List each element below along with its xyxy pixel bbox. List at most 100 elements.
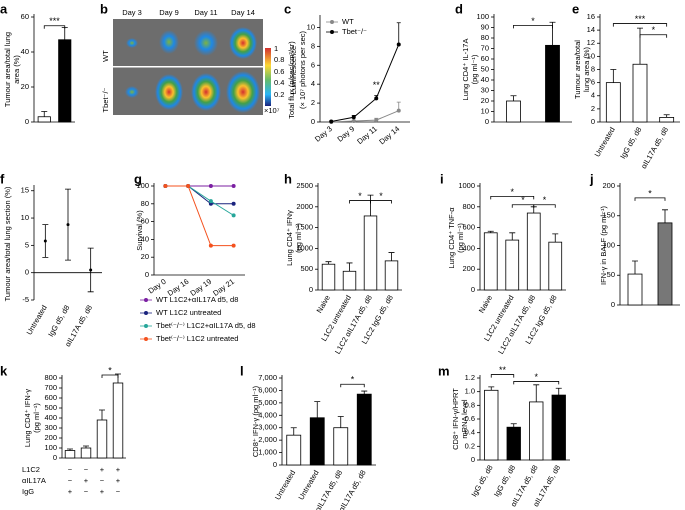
bracket	[612, 23, 668, 27]
bar	[551, 394, 566, 461]
point	[374, 118, 379, 123]
y-axis-label: mRNA level	[460, 399, 469, 439]
point	[351, 119, 356, 124]
point	[43, 239, 47, 243]
error-bar	[510, 95, 517, 101]
bar	[657, 222, 673, 306]
y-axis-label: Lung CD4⁺ IFNγ	[285, 210, 294, 266]
y-tick-label: 30	[481, 85, 489, 94]
y-tick-label: 10	[587, 51, 595, 60]
y-tick-label: 50	[481, 64, 489, 73]
bar	[484, 389, 499, 461]
y-tick-label: 1000	[458, 181, 475, 190]
point	[163, 184, 168, 188]
bracket	[639, 34, 668, 38]
y-axis-label: IFN-γ in BALF (pg ml⁻¹)	[599, 206, 608, 285]
panel-label: j	[589, 171, 594, 186]
legend-marker	[330, 20, 334, 24]
colorbar-tick: 0.4	[274, 78, 284, 87]
y-tick-label: 0	[273, 460, 277, 469]
legend-label: WT L1C2 untreated	[156, 308, 221, 317]
panel-label: l	[240, 363, 244, 378]
bar	[64, 450, 76, 459]
x-tick-label: IgG d5, d8	[469, 463, 494, 498]
y-axis-label: Tumour area/total lung	[3, 32, 12, 107]
y-axis-label: Survival (%)	[135, 210, 144, 251]
error-bar	[61, 27, 68, 40]
y-axis-label: (pg ml⁻¹)	[32, 403, 41, 433]
table-sign: +	[84, 476, 89, 485]
panel-label: b	[100, 1, 108, 16]
legend-marker	[144, 311, 148, 315]
panel-label: f	[0, 171, 5, 186]
error-bar	[396, 22, 401, 45]
x-tick-label: Day 0	[146, 277, 167, 296]
table-sign: +	[116, 476, 121, 485]
y-tick-label: 2500	[296, 181, 313, 190]
y-tick-label: 80	[141, 199, 149, 208]
y-tick-label: 6,000	[258, 385, 277, 394]
error-bar	[83, 445, 89, 448]
point	[89, 268, 93, 272]
bar	[363, 215, 378, 291]
y-axis-label: CD8⁺ IFN-γ (pg ml⁻¹)	[251, 385, 260, 457]
annotation: *	[652, 25, 656, 35]
bracket	[43, 25, 66, 29]
point	[351, 115, 356, 120]
y-tick-label: 90	[481, 22, 489, 31]
panel-label: i	[440, 171, 444, 186]
y-tick-label: 700	[44, 383, 57, 392]
bracket	[349, 200, 371, 204]
y-axis-label: Lung CD4⁺ IL-17A	[461, 39, 470, 101]
error-bar	[488, 386, 495, 391]
bar	[37, 116, 51, 123]
y-tick-label: 0	[485, 117, 489, 126]
separator	[113, 66, 263, 68]
y-tick-label: 400	[462, 243, 475, 252]
y-tick-label: 60	[21, 12, 29, 21]
x-tick-label: Day 14	[377, 124, 401, 146]
bar	[529, 401, 544, 461]
y-tick-label: 2,000	[258, 435, 277, 444]
error-bar	[325, 261, 332, 265]
bar	[506, 100, 521, 123]
y-tick-label: 800	[44, 373, 57, 382]
series-line	[331, 110, 399, 123]
y-tick-label: 5,000	[258, 398, 277, 407]
bar	[605, 82, 621, 123]
point	[396, 42, 401, 47]
y-tick-label: 4,000	[258, 410, 277, 419]
error-bar	[530, 206, 537, 214]
table-sign: −	[100, 476, 105, 485]
legend-label: WT	[342, 17, 354, 26]
y-tick-label: 500	[300, 264, 313, 273]
error-bar	[367, 194, 374, 216]
y-tick-label: 0	[53, 453, 57, 462]
error-bar	[67, 448, 73, 451]
bar	[627, 273, 643, 306]
y-tick-label: 10	[481, 106, 489, 115]
annotation: *	[510, 187, 514, 197]
panel-label: g	[134, 171, 142, 186]
y-tick-label: 100	[136, 181, 149, 190]
point	[396, 108, 401, 113]
x-tick-label: Naive	[477, 293, 494, 314]
x-tick-label: Day 3	[313, 124, 334, 143]
y-tick-label: 600	[462, 223, 475, 232]
bracket	[634, 197, 666, 201]
y-tick-label: 4	[311, 79, 315, 88]
y-tick-label: 200	[462, 264, 475, 273]
y-axis-label: (pg ml⁻¹)	[294, 223, 303, 253]
y-tick-label: 4	[591, 91, 595, 100]
error-bar	[509, 232, 516, 241]
panel-label: e	[572, 1, 579, 16]
y-tick-label: 0	[25, 268, 29, 277]
annotation: ***	[49, 16, 60, 26]
legend-label: WT L1C2+αIL17A d5, d8	[156, 295, 238, 304]
y-tick-label: 7,000	[258, 373, 277, 382]
y-tick-label: 2000	[296, 202, 313, 211]
panel-label: c	[284, 1, 291, 16]
y-tick-label: 12	[587, 38, 595, 47]
y-tick-label: 20	[141, 252, 149, 261]
x-tick-label: IgG d5, d8	[618, 125, 643, 160]
